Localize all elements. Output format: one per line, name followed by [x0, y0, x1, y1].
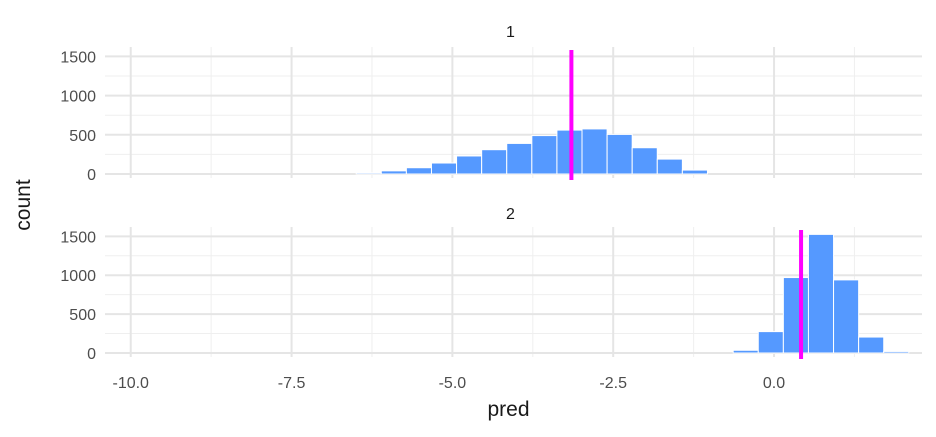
histogram-bar [380, 170, 407, 175]
histogram-bar [782, 277, 809, 354]
y-tick-label: 1500 [60, 49, 96, 66]
histogram-bar [681, 169, 708, 175]
histogram-bar [833, 279, 860, 354]
x-axis-title: pred [487, 398, 529, 421]
histogram-bar [732, 349, 759, 354]
x-tick-label: -7.5 [278, 375, 306, 392]
y-tick-label: 0 [87, 346, 96, 363]
x-tick-label: -5.0 [439, 375, 467, 392]
histogram-bar [506, 142, 533, 175]
facet-label: 1 [506, 24, 515, 41]
y-tick-label: 0 [87, 167, 96, 184]
histogram-bar [631, 147, 658, 175]
histogram-bar [757, 331, 784, 354]
x-tick-label: -10.0 [112, 375, 149, 392]
histogram-bar [807, 233, 835, 354]
histogram-bar [405, 167, 432, 175]
y-axis-title: count [12, 179, 35, 231]
histogram-bar [355, 172, 382, 175]
histogram-bar [581, 128, 608, 175]
facet-label: 2 [506, 206, 515, 223]
histogram-bar [606, 133, 633, 175]
x-tick-label: 0.0 [763, 375, 785, 392]
histogram-bar [656, 158, 683, 175]
x-tick-label: -2.5 [599, 375, 627, 392]
y-tick-label: 500 [69, 128, 96, 145]
histogram-bar [883, 350, 910, 354]
histogram-bar [858, 336, 885, 354]
y-tick-label: 1000 [60, 89, 96, 106]
y-tick-label: 1000 [60, 268, 96, 285]
histogram-bar [481, 149, 508, 175]
histogram-bar [456, 155, 483, 175]
histogram-bar [430, 162, 458, 175]
y-tick-label: 1500 [60, 229, 96, 246]
y-tick-label: 500 [69, 307, 96, 324]
histogram-bar [531, 135, 558, 175]
